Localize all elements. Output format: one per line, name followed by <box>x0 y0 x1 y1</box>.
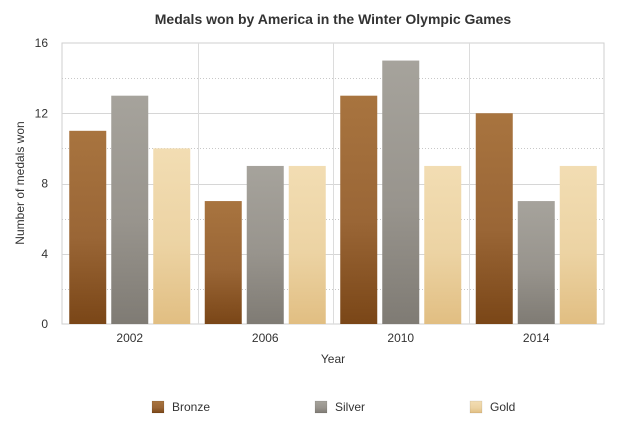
y-tick-label: 8 <box>41 177 48 191</box>
bar-gold-2006 <box>289 166 326 324</box>
legend: Bronze Silver Gold <box>152 400 515 414</box>
legend-label-silver: Silver <box>335 400 365 414</box>
bar-gold-2010 <box>424 166 461 324</box>
x-tick-label: 2010 <box>387 331 414 345</box>
y-tick-label: 4 <box>41 247 48 261</box>
bar-gold-2014 <box>560 166 597 324</box>
y-tick-label: 16 <box>35 36 49 50</box>
bar-bronze-2006 <box>205 201 242 324</box>
bar-bronze-2002 <box>69 131 106 324</box>
x-axis-title: Year <box>321 352 345 366</box>
legend-label-gold: Gold <box>490 400 515 414</box>
bar-gold-2002 <box>153 148 190 324</box>
x-tick-label: 2014 <box>523 331 550 345</box>
bar-bronze-2010 <box>340 96 377 324</box>
bar-silver-2010 <box>382 61 419 324</box>
bar-silver-2014 <box>518 201 555 324</box>
bar-silver-2006 <box>247 166 284 324</box>
legend-swatch-bronze <box>152 401 164 413</box>
legend-swatch-silver <box>315 401 327 413</box>
bar-silver-2002 <box>111 96 148 324</box>
bar-bronze-2014 <box>476 113 513 324</box>
x-tick-label: 2002 <box>116 331 143 345</box>
y-tick-label: 0 <box>41 317 48 331</box>
legend-swatch-gold <box>470 401 482 413</box>
legend-label-bronze: Bronze <box>172 400 210 414</box>
chart-title: Medals won by America in the Winter Olym… <box>155 11 512 27</box>
y-axis-title: Number of medals won <box>13 121 27 244</box>
y-tick-label: 12 <box>35 106 49 120</box>
x-tick-label: 2006 <box>252 331 279 345</box>
